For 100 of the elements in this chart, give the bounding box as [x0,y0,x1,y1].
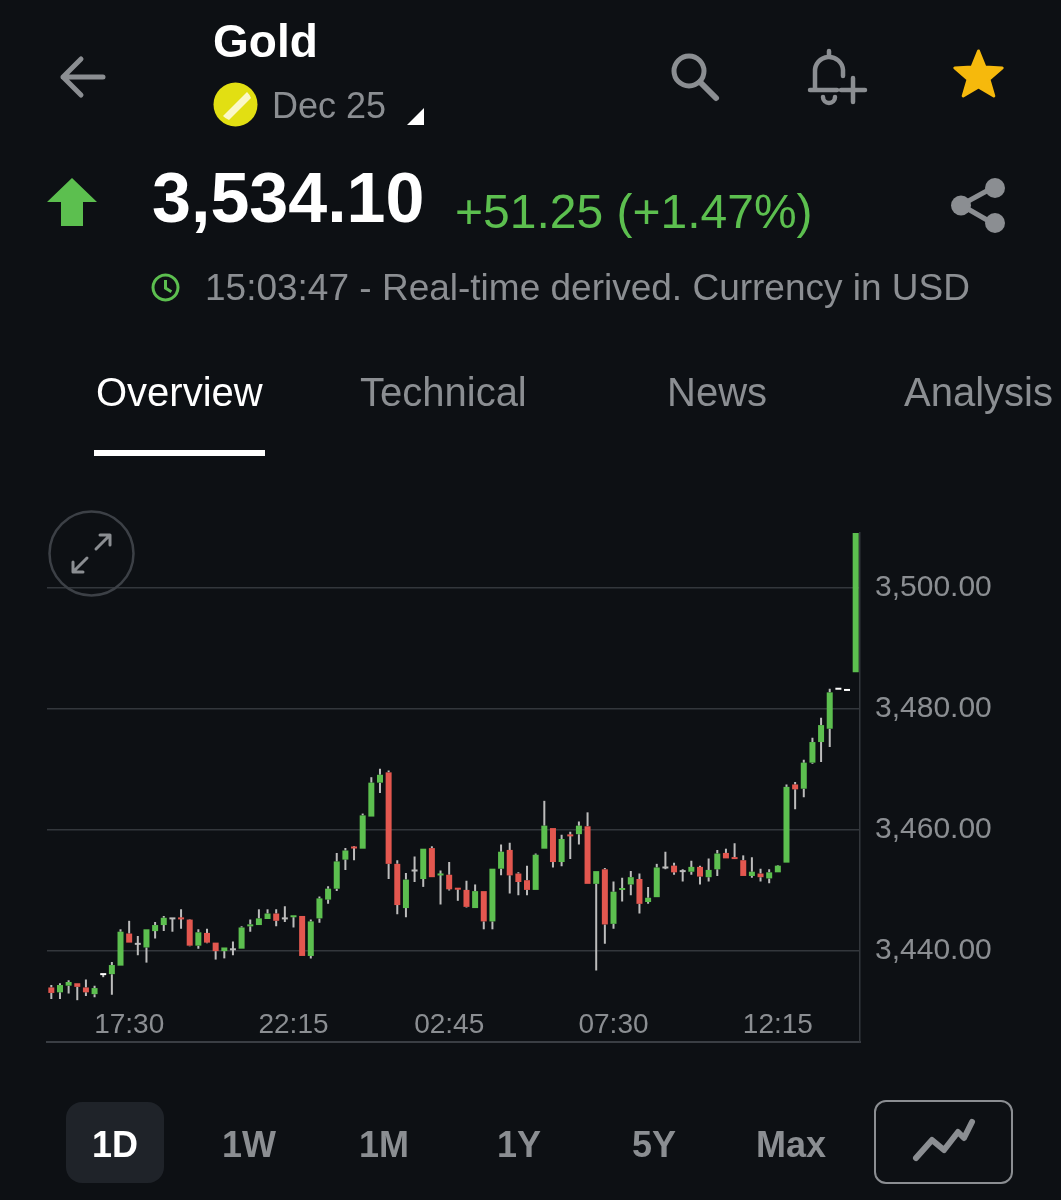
candlestick [437,869,444,906]
candlestick [731,842,738,860]
candlestick [489,868,496,931]
candlestick [688,859,695,876]
text: 1D [91,1123,139,1165]
text: Overview [96,370,263,415]
candlestick [524,864,531,897]
candlestick [428,845,435,878]
text: 1Y [496,1123,542,1165]
candlestick [108,961,115,996]
text: 15:03:47 - Real-time derived. Currency in USD [205,266,970,308]
candlestick [316,895,323,924]
text: 5Y [631,1123,677,1165]
candlestick [134,934,141,957]
candlestick [368,776,375,817]
candlestick [91,984,98,999]
candlestick [65,979,72,995]
candlestick [420,848,427,888]
text: +51.25 (+1.47%) [455,185,813,239]
chart-title: Gold [213,15,318,68]
candlestick [532,854,539,890]
candlestick [549,828,556,869]
candlestick [351,846,358,862]
candlestick [342,847,349,871]
candlestick [515,873,522,897]
y-tick-label: 3,500.00 [875,568,992,602]
text: 1M [358,1123,410,1165]
candlestick [56,982,63,1000]
candlestick [774,865,781,873]
candlestick [567,830,574,860]
candlestick [143,929,150,964]
y-tick-label: 3,480.00 [875,689,992,723]
candlestick [575,820,582,846]
candlestick [584,811,591,884]
text: Max [755,1123,827,1165]
candlestick [748,856,755,879]
candlestick [766,868,773,885]
candlestick [627,870,634,897]
y-tick-label: 3,460.00 [875,811,992,845]
candlestick [290,915,297,929]
x-tick-label: 17:30 [94,1007,165,1039]
candlestick [247,918,254,933]
candlestick [480,891,487,931]
candlestick [48,984,55,1000]
candlestick [411,855,418,884]
candlestick [178,908,185,930]
candlestick [325,885,332,905]
candlestick [671,861,678,876]
candlestick [800,758,807,799]
candlestick [186,919,193,946]
candlestick [558,833,565,868]
candlestick [506,841,513,895]
text: 3,534.10 [152,158,425,237]
y-tick-label: 3,440.00 [875,932,992,966]
x-tick-label: 07:30 [578,1007,649,1039]
candlestick [645,885,652,905]
candlestick [255,908,262,926]
candlestick [273,908,280,928]
candlestick [394,859,401,916]
candlestick [783,783,790,863]
candlestick [826,687,833,748]
candlestick [169,917,176,933]
candlestick [126,919,133,943]
candlestick [835,687,842,690]
candlestick [238,927,245,949]
candlestick [74,983,81,1002]
candlestick [818,716,825,764]
candlestick [212,942,219,961]
text: Analysis [904,370,1053,415]
candlestick [740,854,747,876]
text: 1W [222,1123,276,1165]
candlestick [541,799,548,849]
candlestick [619,876,626,903]
candlestick [117,928,124,966]
candlestick [152,921,159,940]
candlestick [385,769,392,880]
candlestick [636,872,643,915]
candlestick [705,857,712,883]
x-tick-label: 02:45 [414,1007,485,1039]
candlestick [221,947,228,960]
chart-subtitle: Dec 25 [272,84,387,126]
text: Technical [360,370,527,415]
candlestick [722,847,729,859]
candlestick [498,843,505,877]
candlestick [809,736,816,763]
candlestick [160,914,167,933]
candlestick [472,883,479,909]
candlestick [792,781,799,811]
candlestick [463,879,470,907]
candlestick [195,928,202,950]
candlestick [593,871,600,972]
candlestick [402,871,409,919]
candlestick [376,767,383,794]
text: News [667,370,768,415]
candlestick [454,887,461,902]
candlestick [264,908,271,919]
candlestick [610,880,617,930]
x-tick-label: 12:15 [742,1007,813,1039]
candlestick [446,861,453,890]
candlestick [844,688,851,691]
